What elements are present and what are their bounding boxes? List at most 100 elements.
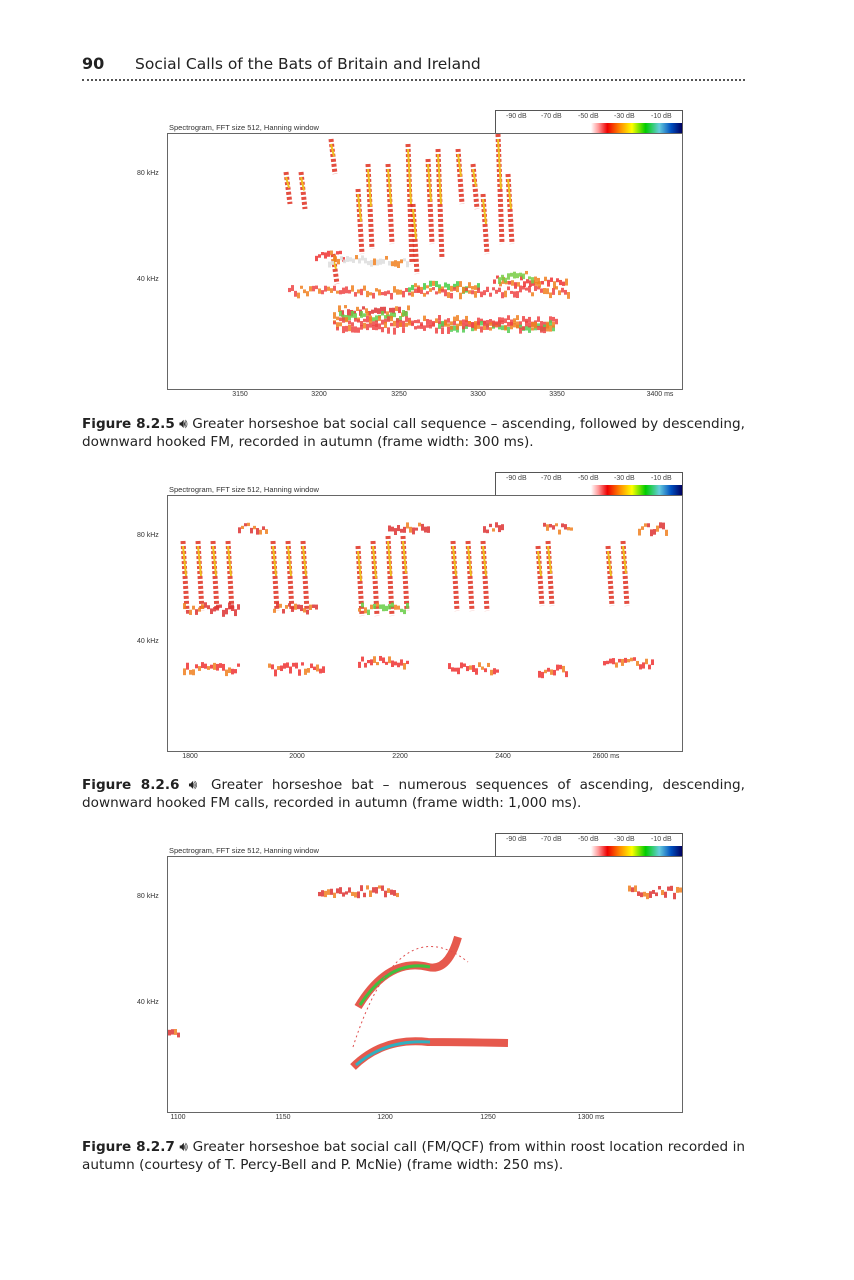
energy-blob <box>547 667 550 672</box>
energy-blob <box>330 888 333 895</box>
db-color-scale-legend: -90 dB -70 dB -50 dB -30 dB -10 dB <box>495 472 683 496</box>
spectrogram-figure: -90 dB -70 dB -50 dB -30 dB -10 dB Spectrogra… <box>130 833 690 1133</box>
energy-blob <box>465 315 468 323</box>
energy-blob <box>322 666 325 673</box>
speaker-icon[interactable]: 🔊︎ <box>188 777 202 793</box>
color-scale-bar <box>591 485 682 495</box>
energy-blob <box>304 668 307 675</box>
legend-label: -10 dB <box>651 475 672 482</box>
energy-blob <box>609 658 612 664</box>
energy-blob <box>447 327 450 334</box>
energy-blob <box>435 318 438 323</box>
energy-blob <box>679 887 682 893</box>
energy-blob <box>648 664 651 670</box>
energy-blob <box>222 663 225 671</box>
energy-blob <box>516 321 519 329</box>
energy-blob <box>204 602 207 608</box>
energy-blob <box>343 259 346 264</box>
speaker-icon[interactable]: 🔊︎ <box>179 1139 189 1155</box>
x-tick-label: 1800 <box>182 753 198 760</box>
energy-blob <box>344 305 347 309</box>
energy-blob <box>486 529 489 534</box>
energy-blob <box>354 292 357 297</box>
energy-blob <box>531 322 534 328</box>
energy-blob <box>360 321 363 327</box>
energy-blob <box>667 886 670 891</box>
energy-blob <box>339 290 342 295</box>
caption-text: Greater horseshoe bat social call sequen… <box>82 416 745 450</box>
db-color-scale-legend: -90 dB -70 dB -50 dB -30 dB -10 dB <box>495 110 683 134</box>
energy-blob <box>480 326 483 333</box>
call-trace-core <box>472 168 477 187</box>
energy-blob <box>468 282 471 289</box>
energy-blob <box>363 322 366 329</box>
energy-blob <box>447 283 450 291</box>
energy-blob <box>504 290 507 298</box>
energy-blob <box>513 318 516 322</box>
energy-blob <box>640 892 643 898</box>
energy-blob <box>394 260 397 267</box>
energy-blob <box>376 259 379 266</box>
energy-blob <box>195 664 198 669</box>
energy-blob <box>379 604 382 609</box>
energy-blob <box>201 604 204 609</box>
energy-blob <box>373 656 376 663</box>
energy-blob <box>553 669 556 676</box>
energy-blob <box>378 885 381 889</box>
spectrogram-image <box>180 522 668 679</box>
energy-blob <box>327 286 330 291</box>
energy-blob <box>382 604 385 612</box>
energy-blob <box>444 320 447 326</box>
energy-blob <box>331 260 334 265</box>
energy-blob <box>306 609 309 615</box>
energy-blob <box>543 288 546 295</box>
energy-blob <box>564 524 567 530</box>
energy-blob <box>339 322 342 327</box>
energy-blob <box>453 325 456 331</box>
energy-blob <box>501 320 504 325</box>
energy-blob <box>376 661 379 666</box>
y-tick-label: 80 kHz <box>137 170 159 177</box>
energy-blob <box>493 668 496 675</box>
energy-blob <box>471 290 474 295</box>
energy-blob <box>411 322 414 327</box>
energy-blob <box>556 278 559 283</box>
energy-blob <box>369 890 372 897</box>
energy-blob <box>507 286 510 291</box>
call-trace-core <box>622 545 627 574</box>
energy-blob <box>514 282 517 289</box>
energy-blob <box>459 322 462 327</box>
energy-blob <box>366 885 369 890</box>
energy-blob <box>303 608 306 613</box>
energy-blob <box>250 527 253 534</box>
energy-blob <box>526 279 529 284</box>
energy-blob <box>367 609 370 616</box>
energy-blob <box>451 667 454 672</box>
energy-blob <box>407 305 410 311</box>
energy-blob <box>462 323 465 330</box>
energy-blob <box>411 320 414 325</box>
speaker-icon[interactable]: 🔊︎ <box>179 416 188 432</box>
energy-blob <box>429 280 432 287</box>
energy-blob <box>477 287 480 294</box>
energy-blob <box>631 887 634 893</box>
legend-label: -50 dB <box>578 836 599 843</box>
energy-blob <box>375 315 378 322</box>
energy-blob <box>504 325 507 331</box>
x-tick-label: 1200 <box>377 1114 393 1121</box>
figure-caption: Figure 8.2.7 🔊︎ Greater horseshoe bat so… <box>82 1138 745 1174</box>
energy-blob <box>318 288 321 294</box>
energy-blob <box>271 664 274 670</box>
energy-blob <box>207 605 210 610</box>
energy-blob <box>456 323 459 330</box>
energy-blob <box>477 323 480 329</box>
energy-blob <box>546 326 549 332</box>
energy-blob <box>507 273 510 280</box>
energy-blob <box>399 316 402 322</box>
energy-blob <box>307 668 310 673</box>
energy-blob <box>606 660 609 665</box>
call-trace-core <box>330 143 335 157</box>
energy-blob <box>385 661 388 665</box>
energy-blob <box>231 604 234 611</box>
energy-blob <box>280 665 283 672</box>
